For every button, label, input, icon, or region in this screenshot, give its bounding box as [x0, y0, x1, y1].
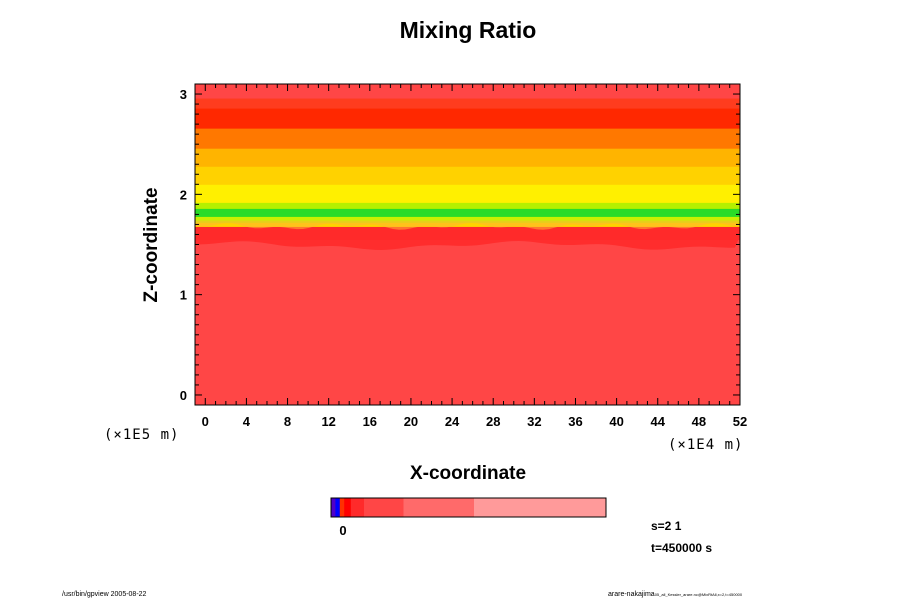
colorbar-segment-6	[403, 498, 475, 517]
heatmap-band-11	[195, 98, 740, 109]
heatmap-band-7	[195, 166, 740, 185]
colorbar	[331, 498, 607, 517]
heatmap-band-5	[195, 202, 740, 209]
footer-right-main: arare-nakajima	[608, 591, 655, 598]
colorbar-segment-5	[364, 498, 404, 517]
y-tick-label-1: 1	[180, 288, 187, 303]
heatmap-band-3	[195, 216, 740, 223]
colorbar-segment-1	[335, 498, 341, 517]
x-tick-label-13: 52	[733, 414, 747, 429]
x-tick-label-11: 44	[651, 414, 666, 429]
colorbar-segment-0	[331, 498, 336, 517]
x-tick-label-8: 32	[527, 414, 541, 429]
heatmap-band-6	[195, 184, 740, 203]
heatmap-bands	[195, 84, 740, 406]
y-axis-tick-labels: 0 1 2 3	[180, 87, 187, 403]
x-tick-label-9: 36	[568, 414, 582, 429]
heatmap-band-9	[195, 128, 740, 149]
colorbar-segment-3	[344, 498, 352, 517]
t-label: t=450000 s	[651, 541, 712, 555]
x-tick-label-2: 8	[284, 414, 291, 429]
colorbar-segment-7	[474, 498, 607, 517]
x-tick-label-1: 4	[243, 414, 251, 429]
heatmap-band-12	[195, 84, 740, 99]
x-tick-label-10: 40	[609, 414, 623, 429]
x-axis-ticks	[194, 84, 741, 405]
y-tick-label-3: 3	[180, 87, 187, 102]
heatmap-band-0	[195, 239, 740, 406]
x-tick-label-7: 28	[486, 414, 500, 429]
footer-left: /usr/bin/gpview 2005-08-22	[62, 591, 147, 598]
colorbar-tick-label: 0	[339, 523, 346, 538]
y-scale-note: (×1E5 m)	[104, 427, 179, 443]
y-axis-label: Z-coordinate	[141, 187, 162, 302]
x-tick-label-4: 16	[363, 414, 377, 429]
s-label: s=2 1	[651, 519, 682, 533]
heatmap-band-2	[195, 222, 740, 227]
x-tick-label-5: 20	[404, 414, 418, 429]
y-axis-ticks	[195, 83, 740, 406]
x-tick-label-12: 48	[692, 414, 706, 429]
x-axis-label: X-coordinate	[410, 463, 526, 484]
footer-right: arare-nakajima05_all_Kessler_arare.nc@Mi…	[608, 591, 743, 598]
heatmap-band-8	[195, 148, 740, 167]
x-tick-label-0: 0	[202, 414, 209, 429]
boundary-texture	[195, 220, 740, 250]
x-tick-label-6: 24	[445, 414, 460, 429]
x-scale-note: (×1E4 m)	[668, 437, 743, 453]
heatmap-band-10	[195, 108, 740, 129]
chart-title: Mixing Ratio	[400, 17, 537, 43]
heatmap-band-4	[195, 208, 740, 217]
interface-lower-band	[195, 235, 740, 250]
colorbar-frame	[330, 497, 607, 518]
y-tick-label-0: 0	[180, 388, 187, 403]
y-tick-label-2: 2	[180, 187, 187, 202]
colorbar-segment-2	[339, 498, 345, 517]
colorbar-segment-4	[350, 498, 365, 517]
x-tick-label-3: 12	[321, 414, 335, 429]
x-axis-tick-labels: 0 4 8 12 16 20 24 28 32 36 40 44 48 52	[202, 414, 748, 429]
footer-right-small: 05_all_Kessler_arare.nc@MixRtAll,x=2,t=4…	[655, 592, 743, 597]
interface-upper-band	[195, 220, 740, 230]
